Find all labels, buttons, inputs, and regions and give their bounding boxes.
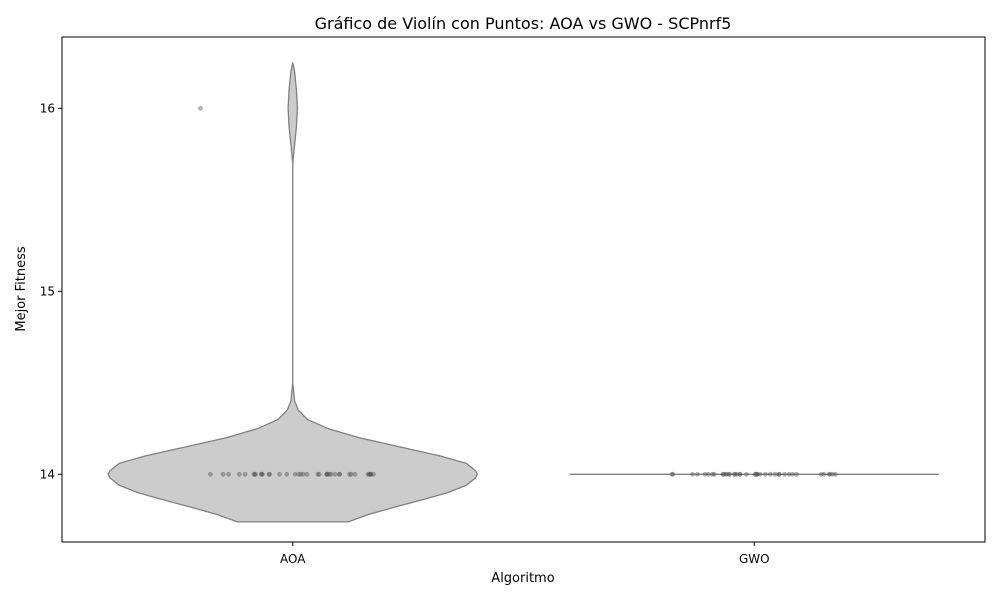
data-point-gwo [754,471,760,477]
plot-area [107,62,939,523]
data-point-aoa [292,471,298,477]
data-point-aoa [337,471,343,477]
data-point-gwo [752,471,758,477]
data-point-gwo [723,471,728,477]
data-point-gwo [826,471,832,477]
data-point-gwo [710,471,715,477]
data-point-gwo [753,471,759,477]
data-point-aoa [347,471,352,477]
data-point-aoa [324,471,330,477]
data-point-aoa [266,471,272,477]
data-point-aoa [368,471,374,477]
data-point-aoa [267,471,272,477]
data-point-gwo [669,471,675,477]
data-point-gwo [757,471,763,477]
data-point-gwo [720,471,726,477]
data-point-aoa [348,471,354,477]
data-point-gwo [763,471,768,477]
data-point-gwo [726,471,732,477]
data-point-aoa [259,471,265,477]
axes: AOA GWO 14 15 16 [40,101,770,566]
data-point-aoa [236,471,242,477]
data-point-aoa [332,471,338,477]
data-point-gwo [818,471,824,477]
data-point-gwo [695,471,700,477]
data-point-aoa [366,471,372,477]
data-point-aoa [365,471,371,477]
data-point-aoa [198,105,203,111]
data-point-gwo [705,471,711,477]
data-point-aoa [284,471,290,477]
data-point-gwo [720,471,726,477]
y-axis-label: Mejor Fitness [14,246,29,332]
y-tick-label: 14 [40,467,55,481]
data-point-aoa [277,471,282,477]
data-point-gwo [776,471,782,477]
data-point-aoa [296,471,302,477]
data-point-gwo [702,471,708,477]
data-point-aoa [259,471,265,477]
violin-body-aoa [107,62,479,523]
data-point-aoa [304,471,310,477]
data-point-aoa [352,471,358,477]
data-point-aoa [226,471,232,477]
data-point-gwo [821,471,827,477]
y-tick-label: 16 [40,101,55,115]
data-point-aoa [242,471,248,477]
data-point-aoa [220,471,226,477]
x-tick-label-aoa: AOA [280,552,306,566]
data-point-aoa [326,471,332,477]
data-point-gwo [790,471,796,477]
data-point-aoa [258,471,264,477]
data-point-gwo [833,471,838,477]
plot-frame [61,36,986,543]
data-point-gwo [786,471,792,477]
data-point-aoa [371,471,376,477]
data-point-gwo [776,471,782,477]
data-point-gwo [737,471,743,477]
data-point-gwo [782,471,787,477]
data-point-aoa [368,471,374,477]
data-point-gwo [830,471,835,477]
data-point-aoa [368,471,373,477]
data-point-gwo [772,471,778,477]
data-point-aoa [208,471,213,477]
data-point-gwo [794,471,799,477]
data-point-aoa [300,471,306,477]
data-point-aoa [325,471,330,477]
data-point-aoa [298,471,304,477]
x-tick-label-gwo: GWO [739,552,770,566]
data-point-gwo [731,471,737,477]
data-point-gwo [724,471,730,477]
x-axis-label: Algoritmo [491,571,554,586]
y-tick-label: 15 [40,284,55,298]
data-point-gwo [670,471,676,477]
data-point-gwo [827,471,833,477]
data-point-aoa [252,471,258,477]
data-point-aoa [315,471,321,477]
data-point-aoa [316,471,322,477]
data-point-gwo [732,471,738,477]
data-point-aoa [251,471,257,477]
data-point-aoa [324,471,330,477]
data-point-gwo [727,471,732,477]
data-point-aoa [336,471,342,477]
data-point-gwo [737,471,743,477]
chart-title: Gráfico de Violín con Puntos: AOA vs GWO… [315,14,732,33]
data-point-gwo [711,471,717,477]
data-point-gwo [690,471,695,477]
data-point-gwo [754,471,760,477]
data-point-gwo [767,471,773,477]
data-point-gwo [744,471,749,477]
data-point-aoa [328,471,334,477]
data-point-aoa [252,471,258,477]
data-point-gwo [734,471,740,477]
